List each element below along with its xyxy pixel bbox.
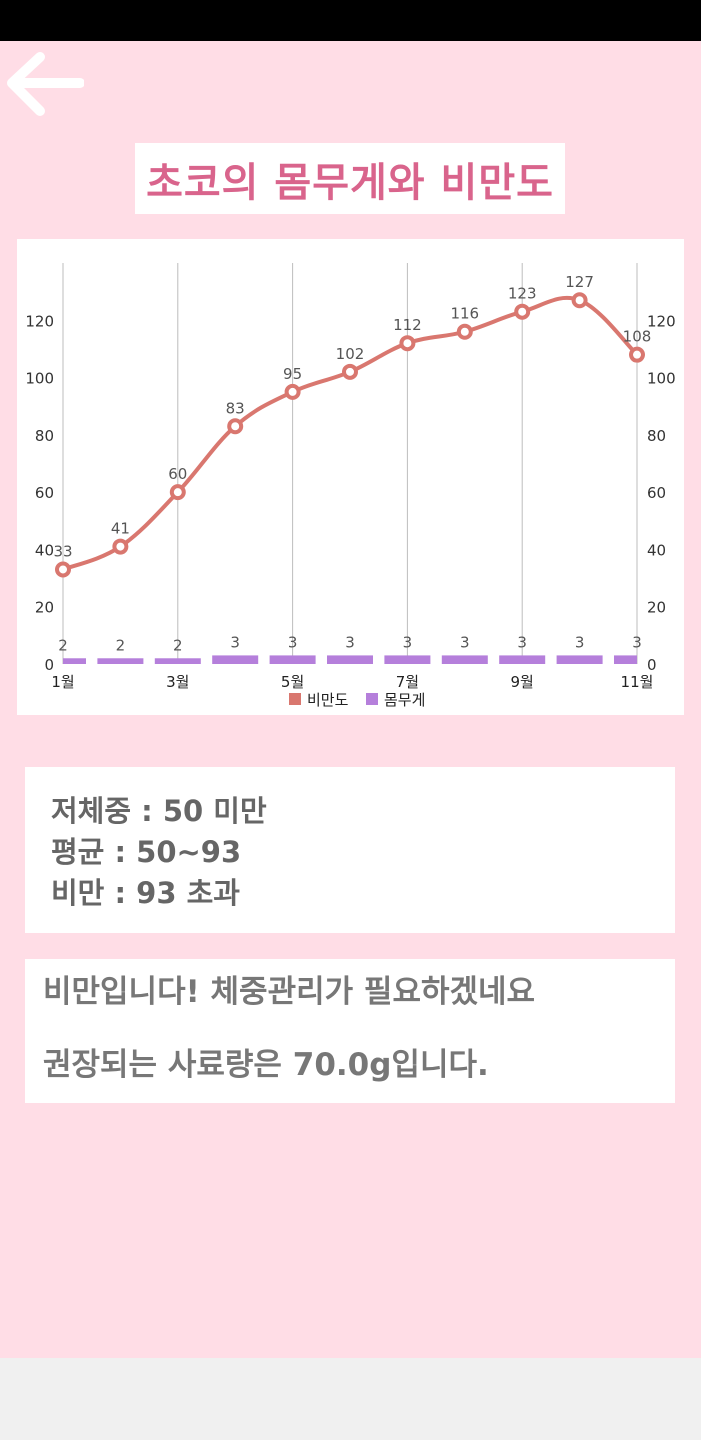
weight-bar (97, 658, 144, 664)
underweight-range: 저체중 : 50 미만 (51, 794, 267, 828)
weight-bar (327, 655, 373, 664)
weight-bar-label: 3 (345, 633, 355, 651)
weight-bar-label: 3 (403, 633, 413, 651)
weight-bar-label: 2 (116, 636, 126, 654)
y-axis-right-tick: 20 (647, 599, 666, 617)
weight-bar (269, 655, 316, 664)
x-axis-tick: 1월 (51, 673, 74, 691)
obesity-point (629, 346, 645, 363)
obesity-point (284, 383, 301, 400)
weight-bar-label: 2 (58, 636, 68, 654)
obesity-point (55, 561, 71, 578)
back-button[interactable] (4, 49, 85, 123)
weight-bar-label: 3 (460, 633, 470, 651)
obesity-point-label: 116 (450, 305, 479, 323)
obese-range: 비만 : 93 초과 (51, 876, 240, 910)
weight-bar (154, 658, 201, 664)
obesity-point-label: 123 (508, 285, 537, 303)
legend-swatch (366, 693, 378, 705)
y-axis-left-tick: 0 (44, 656, 54, 674)
weight-bar-label: 3 (575, 633, 585, 651)
obesity-point (571, 292, 588, 309)
y-axis-left-tick: 100 (25, 370, 54, 388)
weight-bar (499, 655, 546, 664)
obesity-line (62, 295, 639, 572)
legend-label: 몸무게 (384, 691, 425, 709)
y-axis-left-tick: 20 (35, 599, 54, 617)
x-axis-tick: 11월 (621, 673, 654, 691)
app-screen: 초코의 몸무게와 비만도 0 0 20 20 40 40 60 60 80 80 100 100 120… (0, 41, 701, 1358)
x-axis-tick: 5월 (281, 673, 304, 691)
legend-swatch (289, 693, 301, 705)
feed-recommendation-text: 권장되는 사료량은 70.0g입니다. (43, 1047, 489, 1083)
status-bar (0, 0, 701, 41)
x-axis-tick: 9월 (511, 673, 534, 691)
obesity-point-label: 33 (53, 542, 72, 560)
y-axis-right-tick: 60 (647, 484, 666, 502)
weight-bar (63, 658, 86, 664)
average-range: 평균 : 50~93 (51, 835, 242, 869)
obesity-point-label: 112 (393, 316, 422, 334)
page-title: 초코의 몸무게와 비만도 (146, 159, 554, 206)
obesity-point (399, 335, 416, 352)
obesity-point-label: 127 (565, 273, 594, 291)
obesity-point-label: 60 (168, 465, 187, 483)
y-axis-right-tick: 40 (647, 541, 666, 559)
obesity-point-label: 102 (336, 345, 365, 363)
weight-bar-label: 2 (173, 636, 183, 654)
y-axis-right-tick: 0 (647, 656, 657, 674)
weight-bar (384, 655, 431, 664)
obesity-point (342, 363, 358, 380)
y-axis-left-tick: 40 (35, 541, 54, 559)
obesity-point (456, 323, 473, 340)
obesity-point (112, 538, 129, 555)
back-arrow-icon (7, 52, 85, 116)
y-axis-left-tick: 80 (35, 427, 54, 445)
weight-bar-label: 3 (632, 633, 642, 651)
weight-bar (212, 655, 259, 664)
y-axis-right-tick: 120 (647, 312, 676, 330)
diagnosis-text: 비만입니다! 체중관리가 필요하겠네요 (43, 974, 536, 1010)
obesity-point (227, 418, 244, 435)
weight-bar-label: 3 (230, 633, 240, 651)
weight-bar (556, 655, 603, 664)
navigation-bar-area (0, 1358, 701, 1440)
weight-bar (614, 655, 637, 664)
y-axis-left-tick: 60 (35, 484, 54, 502)
x-axis-tick: 3월 (166, 673, 189, 691)
weight-bar-label: 3 (517, 633, 527, 651)
obesity-point (514, 303, 531, 320)
bmi-range-card: 저체중 : 50 미만 평균 : 50~93 비만 : 93 초과 (25, 767, 675, 933)
chart-card: 0 0 20 20 40 40 60 60 80 80 100 100 120 120 2 2 2 3 3 3 3 3 3 3… (17, 239, 684, 715)
title-box: 초코의 몸무게와 비만도 (135, 143, 565, 214)
y-axis-right-tick: 80 (647, 427, 666, 445)
y-axis-right-tick: 100 (647, 370, 676, 388)
obesity-point (169, 484, 186, 501)
weight-bar-label: 3 (288, 633, 298, 651)
result-card: 비만입니다! 체중관리가 필요하겠네요 권장되는 사료량은 70.0g입니다. (25, 959, 675, 1103)
obesity-point-label: 95 (283, 365, 302, 383)
obesity-point-label: 83 (226, 399, 245, 417)
obesity-point-label: 108 (623, 328, 652, 346)
weight-bar (441, 655, 488, 664)
y-axis-left-tick: 120 (25, 312, 54, 330)
legend-label: 비만도 (307, 691, 349, 709)
x-axis-tick: 7월 (396, 673, 419, 691)
obesity-point-label: 41 (111, 520, 130, 538)
